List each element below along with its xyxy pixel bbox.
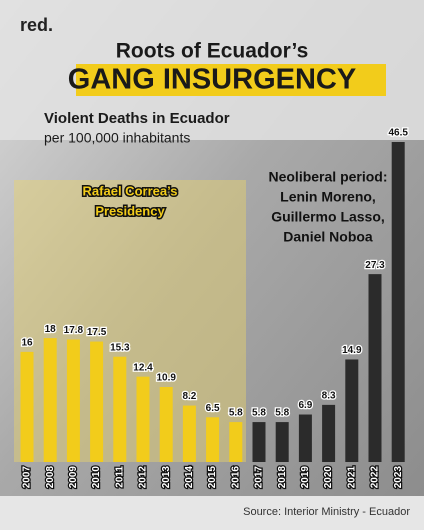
bar: [391, 142, 405, 462]
value-label: 6.9: [298, 400, 312, 411]
value-label: 15.3: [110, 342, 130, 353]
x-tick-label: 2016: [230, 466, 241, 489]
annotation: Guillermo Lasso,: [271, 209, 385, 225]
x-tick-label: 2021: [346, 466, 357, 489]
bar: [345, 359, 359, 462]
value-label: 12.4: [133, 362, 153, 373]
x-tick-label: 2023: [393, 466, 404, 489]
x-tick-label: 2008: [45, 466, 56, 489]
bar: [368, 274, 382, 462]
x-tick-label: 2018: [277, 466, 288, 489]
title-highlight: [76, 64, 386, 96]
chart-subtitle: GANG INSURGENCY: [68, 64, 356, 96]
value-label: 6.5: [206, 403, 220, 414]
value-label: 5.8: [275, 408, 289, 419]
x-tick-label: 2013: [161, 466, 172, 489]
value-label: 17.8: [64, 325, 84, 336]
x-tick-label: 2009: [68, 466, 79, 489]
value-label: 5.8: [252, 408, 266, 419]
bar: [252, 422, 266, 462]
bar: [322, 404, 336, 462]
bar: [20, 351, 34, 462]
value-label: 27.3: [365, 260, 385, 271]
x-tick-label: 2020: [323, 466, 334, 489]
x-tick-label: 2011: [114, 466, 125, 488]
value-label: 46.5: [388, 128, 408, 139]
x-tick-label: 2007: [22, 466, 33, 489]
footer-panel: [0, 496, 424, 530]
x-tick-label: 2022: [370, 466, 381, 489]
x-tick-label: 2010: [91, 466, 102, 489]
value-label: 10.9: [156, 373, 176, 384]
annotation: Rafael Correa’s: [83, 183, 178, 198]
x-tick-label: 2015: [207, 466, 218, 489]
bar: [159, 386, 173, 462]
x-tick-label: 2017: [254, 466, 265, 489]
value-label: 14.9: [342, 345, 362, 356]
value-label: 18: [45, 324, 57, 335]
y-label: Violent Deaths in Ecuador: [44, 110, 230, 127]
x-tick-label: 2019: [300, 466, 311, 489]
chart-title: Roots of Ecuador’s: [116, 40, 309, 63]
value-label: 8.3: [322, 391, 336, 402]
logo: red.: [20, 15, 53, 35]
bar: [206, 417, 220, 462]
bar: [113, 356, 127, 462]
value-label: 16: [21, 338, 33, 349]
bar: [136, 376, 150, 462]
bar: [43, 338, 57, 462]
x-tick-label: 2012: [138, 466, 149, 489]
value-label: 17.5: [87, 327, 107, 338]
bar: [298, 414, 312, 462]
bar: [229, 422, 243, 462]
x-tick-label: 2014: [184, 466, 195, 489]
bar: [66, 339, 80, 462]
bar: [182, 405, 196, 462]
annotation: Neoliberal period:: [268, 169, 387, 185]
bar: [90, 341, 104, 462]
value-label: 8.2: [182, 391, 196, 402]
value-label: 5.8: [229, 408, 243, 419]
bar: [275, 422, 289, 462]
annotation: Presidency: [95, 203, 165, 218]
annotation: Lenin Moreno,: [280, 189, 376, 205]
y-units: per 100,000 inhabitants: [44, 130, 190, 146]
annotation: Daniel Noboa: [283, 229, 373, 245]
source: Source: Interior Ministry - Ecuador: [243, 506, 410, 518]
